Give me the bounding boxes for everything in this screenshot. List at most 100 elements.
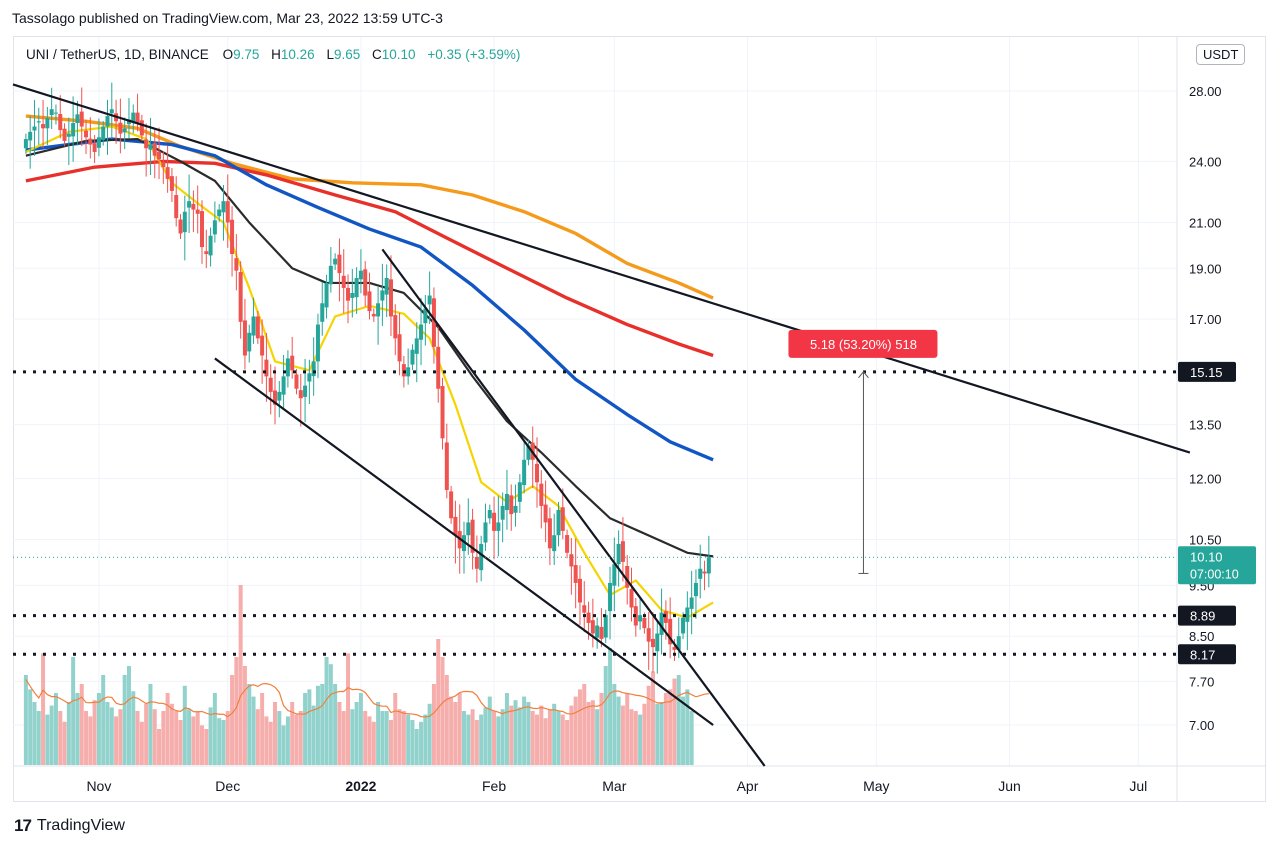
volume-bar	[157, 729, 162, 765]
candle	[303, 385, 308, 397]
candle	[53, 112, 58, 114]
volume-bar	[199, 725, 204, 765]
volume-bar	[320, 684, 325, 765]
volume-bar	[376, 702, 381, 765]
candle	[126, 119, 131, 125]
horizontal-levels: 15.15 8.89 8.17	[13, 361, 1236, 665]
volume-bar	[672, 678, 677, 765]
candle	[586, 612, 591, 623]
candle	[414, 338, 419, 354]
ema-yellow-line	[25, 125, 714, 619]
volume-bar	[324, 657, 329, 765]
volume-bar	[625, 693, 630, 765]
volume-bar	[242, 666, 247, 765]
volume-bar	[178, 720, 183, 765]
candle	[212, 220, 217, 235]
level-label: 15.15	[1190, 365, 1223, 380]
volume-bar	[294, 714, 299, 765]
candle	[165, 167, 170, 179]
candle	[66, 133, 71, 137]
price-tick-label: 8.50	[1189, 629, 1214, 644]
candle	[41, 124, 46, 129]
candle	[161, 162, 166, 168]
volume-bar	[341, 711, 346, 765]
candle	[616, 543, 621, 565]
candle	[577, 578, 582, 603]
volume-bar	[633, 711, 638, 765]
volume-bar	[419, 721, 424, 765]
volume-bar	[152, 709, 157, 765]
level-label-bg	[1178, 644, 1236, 665]
trendline	[381, 248, 766, 767]
candle	[195, 209, 200, 214]
candle	[547, 518, 552, 549]
volume-bar	[470, 709, 475, 765]
currency-button[interactable]: USDT	[1196, 44, 1246, 65]
price-axis: 28.00 24.00 21.00 19.00 17.00 13.50 12.00 10.50…	[1178, 84, 1256, 733]
volume-bar	[346, 653, 351, 765]
candle	[556, 510, 561, 536]
volume-bar	[444, 675, 449, 765]
volume-bar	[32, 702, 37, 765]
candle	[45, 117, 50, 129]
candle	[268, 377, 273, 392]
volume-bar	[530, 711, 535, 765]
volume-bar	[543, 718, 548, 765]
price-tick-label: 7.00	[1189, 718, 1214, 733]
volume-bar	[479, 714, 484, 765]
volume-bar	[118, 709, 123, 765]
candle	[23, 139, 28, 149]
volume-bar	[487, 696, 492, 765]
published-caption: Tassolago published on TradingView.com, …	[12, 10, 443, 26]
volume-bar	[139, 721, 144, 765]
volume-bar	[500, 709, 505, 765]
volume-bar	[49, 705, 54, 765]
candle	[608, 582, 613, 612]
symbol-name[interactable]: UNI / TetherUS, 1D, BINANCE	[26, 47, 209, 62]
volume-bar	[590, 700, 595, 765]
candle	[178, 219, 183, 234]
volume-bar	[311, 705, 316, 765]
moving-averages	[25, 114, 714, 619]
volume-bar	[539, 705, 544, 765]
candle	[629, 589, 634, 608]
volume-bar	[114, 716, 119, 765]
candle	[225, 201, 230, 223]
volume-bar	[315, 685, 320, 765]
volume-bar	[371, 721, 376, 765]
time-tick-label: Mar	[602, 778, 626, 794]
volume-bar	[75, 693, 80, 765]
volume-bar	[384, 711, 389, 765]
volume-bar	[144, 703, 149, 765]
tradingview-logo[interactable]: 17 TradingView	[14, 816, 125, 836]
volume-bar	[333, 684, 338, 765]
level-label-bg	[1178, 361, 1236, 382]
grid-lines	[13, 37, 1266, 802]
chart-frame	[13, 36, 1266, 802]
volume-bar	[595, 709, 600, 765]
candle	[208, 235, 213, 256]
candle	[427, 295, 432, 305]
price-tick-label: 19.00	[1189, 261, 1222, 276]
volume-bar	[380, 711, 385, 765]
tradingview-brand: TradingView	[36, 817, 125, 834]
volume-bar	[453, 702, 458, 765]
volume-bar	[427, 703, 432, 765]
high-label: H	[271, 47, 281, 62]
volume-bar	[281, 725, 286, 765]
candle	[281, 376, 286, 395]
candle	[509, 495, 514, 515]
volume-bar	[401, 711, 406, 765]
symbol-legend: UNI / TetherUS, 1D, BINANCE O9.75 H10.26…	[26, 47, 520, 62]
volume-bar	[492, 711, 497, 765]
volume-bar	[358, 693, 363, 765]
candle	[367, 291, 372, 312]
price-tick-label: 7.70	[1189, 674, 1214, 689]
candle	[384, 277, 389, 295]
volume-bar	[187, 709, 192, 765]
candle	[436, 346, 441, 389]
candle	[32, 126, 37, 131]
ema-blue-line	[25, 137, 714, 462]
candle	[320, 303, 325, 322]
